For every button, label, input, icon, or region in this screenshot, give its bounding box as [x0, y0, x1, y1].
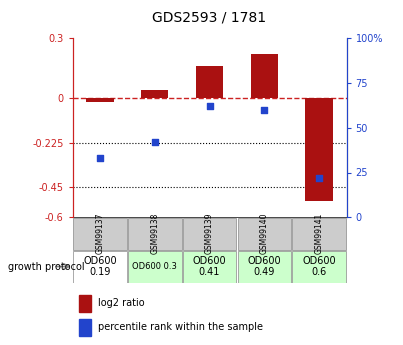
Point — [206, 104, 213, 109]
Text: GSM99141: GSM99141 — [315, 213, 324, 254]
Point — [316, 175, 322, 181]
Bar — [141, 90, 168, 98]
Text: GSM99138: GSM99138 — [150, 213, 159, 254]
Text: OD600
0.49: OD600 0.49 — [247, 256, 281, 277]
FancyBboxPatch shape — [128, 218, 182, 250]
FancyBboxPatch shape — [292, 251, 346, 283]
FancyBboxPatch shape — [183, 218, 237, 250]
Text: GSM99137: GSM99137 — [96, 213, 104, 255]
Text: OD600
0.19: OD600 0.19 — [83, 256, 117, 277]
Text: log2 ratio: log2 ratio — [98, 298, 144, 308]
FancyBboxPatch shape — [73, 251, 127, 283]
Bar — [305, 98, 333, 201]
Bar — [86, 98, 114, 102]
FancyBboxPatch shape — [183, 251, 237, 283]
Text: OD600
0.41: OD600 0.41 — [193, 256, 226, 277]
FancyBboxPatch shape — [292, 218, 346, 250]
Text: GDS2593 / 1781: GDS2593 / 1781 — [152, 10, 267, 24]
Bar — [251, 54, 278, 98]
FancyBboxPatch shape — [128, 251, 182, 283]
Bar — [79, 295, 91, 312]
Bar — [79, 319, 91, 336]
FancyBboxPatch shape — [73, 218, 127, 250]
Text: OD600 0.3: OD600 0.3 — [132, 262, 177, 271]
FancyBboxPatch shape — [237, 218, 291, 250]
Point — [261, 107, 268, 112]
Text: GSM99140: GSM99140 — [260, 213, 269, 255]
FancyBboxPatch shape — [237, 251, 291, 283]
Bar — [196, 66, 223, 98]
Text: growth protocol: growth protocol — [8, 263, 85, 272]
Point — [152, 139, 158, 145]
Text: GSM99139: GSM99139 — [205, 213, 214, 255]
Text: OD600
0.6: OD600 0.6 — [302, 256, 336, 277]
Point — [97, 155, 103, 161]
Text: percentile rank within the sample: percentile rank within the sample — [98, 322, 263, 332]
